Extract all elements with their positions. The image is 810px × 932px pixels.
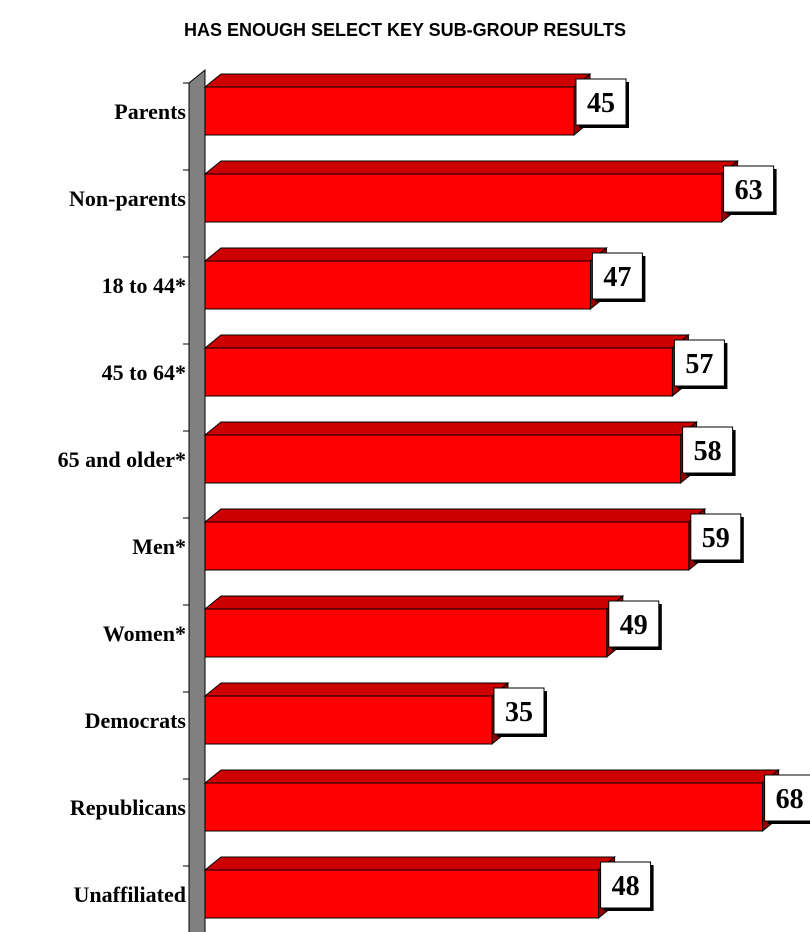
bar (204, 521, 690, 571)
bar (204, 782, 764, 832)
bar-group-45-to-64: 57 45 to 64* (102, 333, 728, 398)
value-label-box (608, 600, 660, 648)
bar-top (203, 73, 592, 88)
value-label-box (690, 513, 742, 561)
value-label-box (591, 252, 643, 300)
value-label: 68 (776, 784, 804, 815)
bar-top (203, 595, 625, 610)
category-label: Democrats (85, 708, 187, 733)
bar-top (203, 334, 690, 349)
value-label-box (493, 687, 545, 735)
value-label: 35 (505, 697, 533, 728)
bar-group-women: 49 Women* (103, 594, 662, 659)
category-label: Republicans (70, 795, 187, 820)
value-label: 47 (603, 262, 631, 293)
bar (204, 173, 723, 223)
bar-top (203, 421, 699, 436)
bar-group-democrats: 35 Democrats (85, 681, 547, 746)
bar (204, 869, 600, 919)
bar-group-parents: 45 Parents (114, 72, 629, 137)
bar-top (203, 247, 608, 262)
category-label: Non-parents (69, 186, 186, 211)
category-label: Unaffiliated (74, 882, 186, 907)
value-label-box (575, 78, 627, 126)
bar-group-65-and-older: 58 65 and older* (58, 420, 736, 485)
bar (204, 608, 608, 658)
bar-group-men: 59 Men* (132, 507, 744, 572)
value-label-box (673, 339, 725, 387)
value-label: 58 (694, 436, 722, 467)
category-label: 18 to 44* (102, 273, 186, 298)
bar-group-republicans: 68 Republicans (70, 768, 810, 833)
value-label-box (764, 774, 810, 822)
bar-top (203, 769, 781, 784)
value-label-box (682, 426, 734, 474)
value-label: 49 (620, 610, 648, 641)
bar-top (203, 508, 707, 523)
value-label: 59 (702, 523, 730, 554)
bar (204, 695, 493, 745)
bar-group-non-parents: 63 Non-parents (69, 159, 777, 224)
value-label: 48 (612, 871, 640, 902)
bar-group-unaffiliated: 48 Unaffiliated (74, 855, 654, 920)
category-label: Women* (103, 621, 186, 646)
value-label: 63 (735, 175, 763, 206)
chart-title: HAS ENOUGH SELECT KEY SUB-GROUP RESULTS (183, 20, 627, 40)
bar (204, 86, 575, 136)
axis-wall (188, 68, 206, 932)
bar-top (203, 160, 740, 175)
category-label: 45 to 64* (102, 360, 186, 385)
value-label: 45 (587, 88, 615, 119)
category-label: Parents (114, 99, 186, 124)
bar-group-18-to-44: 47 18 to 44* (102, 246, 646, 311)
bar (204, 260, 591, 310)
bar-top (203, 682, 510, 697)
category-label: Men* (132, 534, 186, 559)
value-label-box (600, 861, 652, 909)
category-label: 65 and older* (58, 447, 186, 472)
bar (204, 434, 682, 484)
bar (204, 347, 673, 397)
value-label-box (723, 165, 775, 213)
value-label: 57 (685, 349, 713, 380)
bar-top (203, 856, 617, 871)
